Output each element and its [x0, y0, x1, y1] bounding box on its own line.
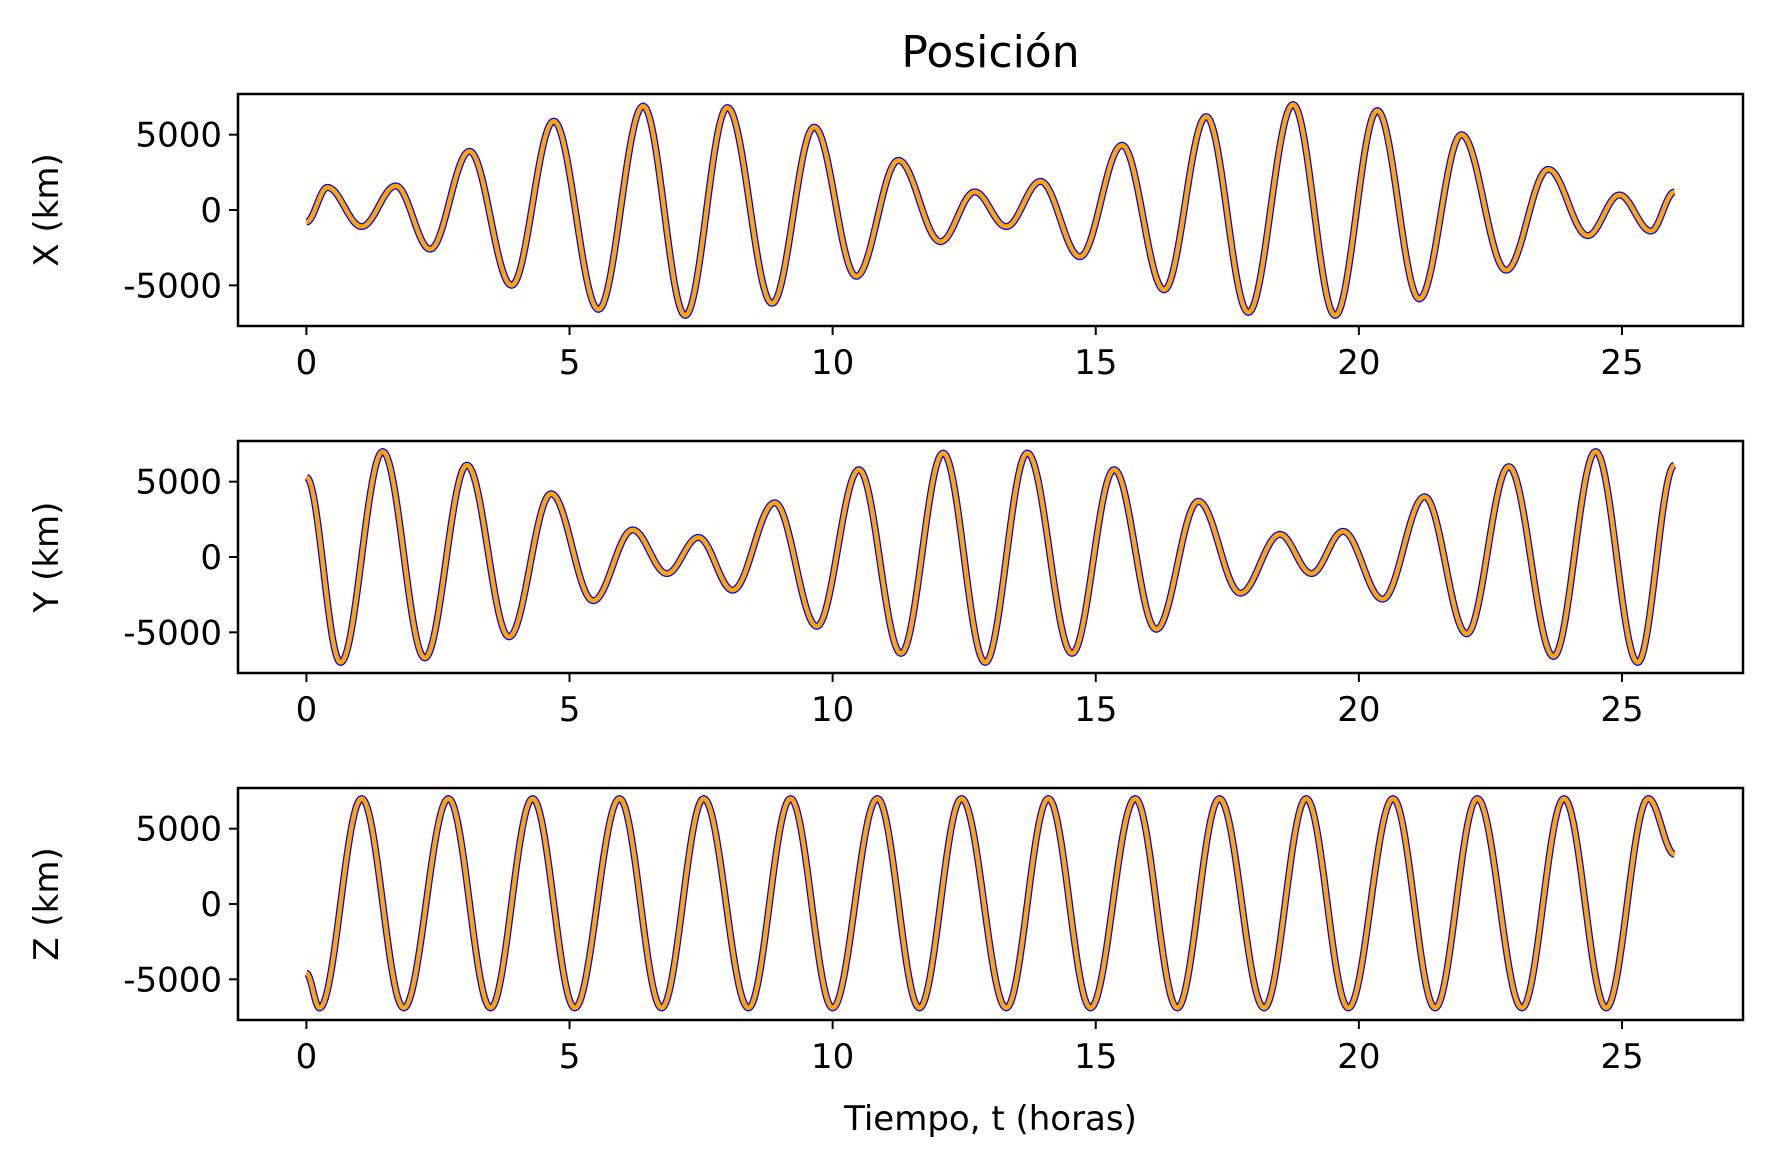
x-tick-label: 20: [1337, 1037, 1380, 1077]
x-tick-label: 25: [1600, 1037, 1643, 1077]
y-tick-label: 5000: [135, 810, 222, 850]
x-tick-label: 10: [811, 343, 854, 383]
y-axis-label: X (km): [27, 153, 67, 266]
chart-title: Posición: [901, 27, 1079, 78]
subplot-1: 0 5 10 15 20 25 5000 0 -5000 X (km) Posición: [27, 27, 1745, 383]
series-line-2: [304, 796, 1676, 1011]
x-tick-label: 15: [1074, 690, 1117, 730]
subplot-3: 0 5 10 15 20 25 5000 0 -5000 Z (km) Tiempo, t (hor…: [27, 786, 1745, 1139]
y-tick-label: -5000: [123, 266, 222, 306]
y-tick-label: 0: [200, 885, 222, 925]
y-tick-label: 0: [200, 191, 222, 231]
y-tick-label: -5000: [123, 613, 222, 653]
x-tick-label: 0: [296, 1037, 318, 1077]
x-axis-label: Tiempo, t (horas): [843, 1099, 1137, 1139]
x-tick-label: 0: [296, 690, 318, 730]
y-tick-label: -5000: [123, 960, 222, 1000]
x-tick-label: 5: [559, 1037, 581, 1077]
y-axis-label: Y (km): [27, 502, 67, 614]
series-line-2: [305, 449, 1676, 665]
y-tick-label: 5000: [135, 463, 222, 503]
x-tick-label: 20: [1337, 343, 1380, 383]
x-tick-label: 20: [1337, 690, 1380, 730]
x-tick-label: 10: [811, 1037, 854, 1077]
x-tick-label: 15: [1074, 343, 1117, 383]
x-tick-label: 5: [559, 690, 581, 730]
x-tick-label: 5: [559, 343, 581, 383]
subplot-2: 0 5 10 15 20 25 5000 0 -5000 Y (km): [27, 439, 1745, 730]
y-tick-label: 0: [200, 538, 222, 578]
y-axis-label: Z (km): [27, 847, 67, 960]
x-tick-label: 25: [1600, 343, 1643, 383]
x-tick-label: 15: [1074, 1037, 1117, 1077]
x-tick-label: 0: [296, 343, 318, 383]
series-line-2: [304, 102, 1676, 318]
x-tick-label: 25: [1600, 690, 1643, 730]
axes-frame: [236, 786, 1745, 1022]
x-tick-label: 10: [811, 690, 854, 730]
y-tick-label: 5000: [135, 116, 222, 156]
